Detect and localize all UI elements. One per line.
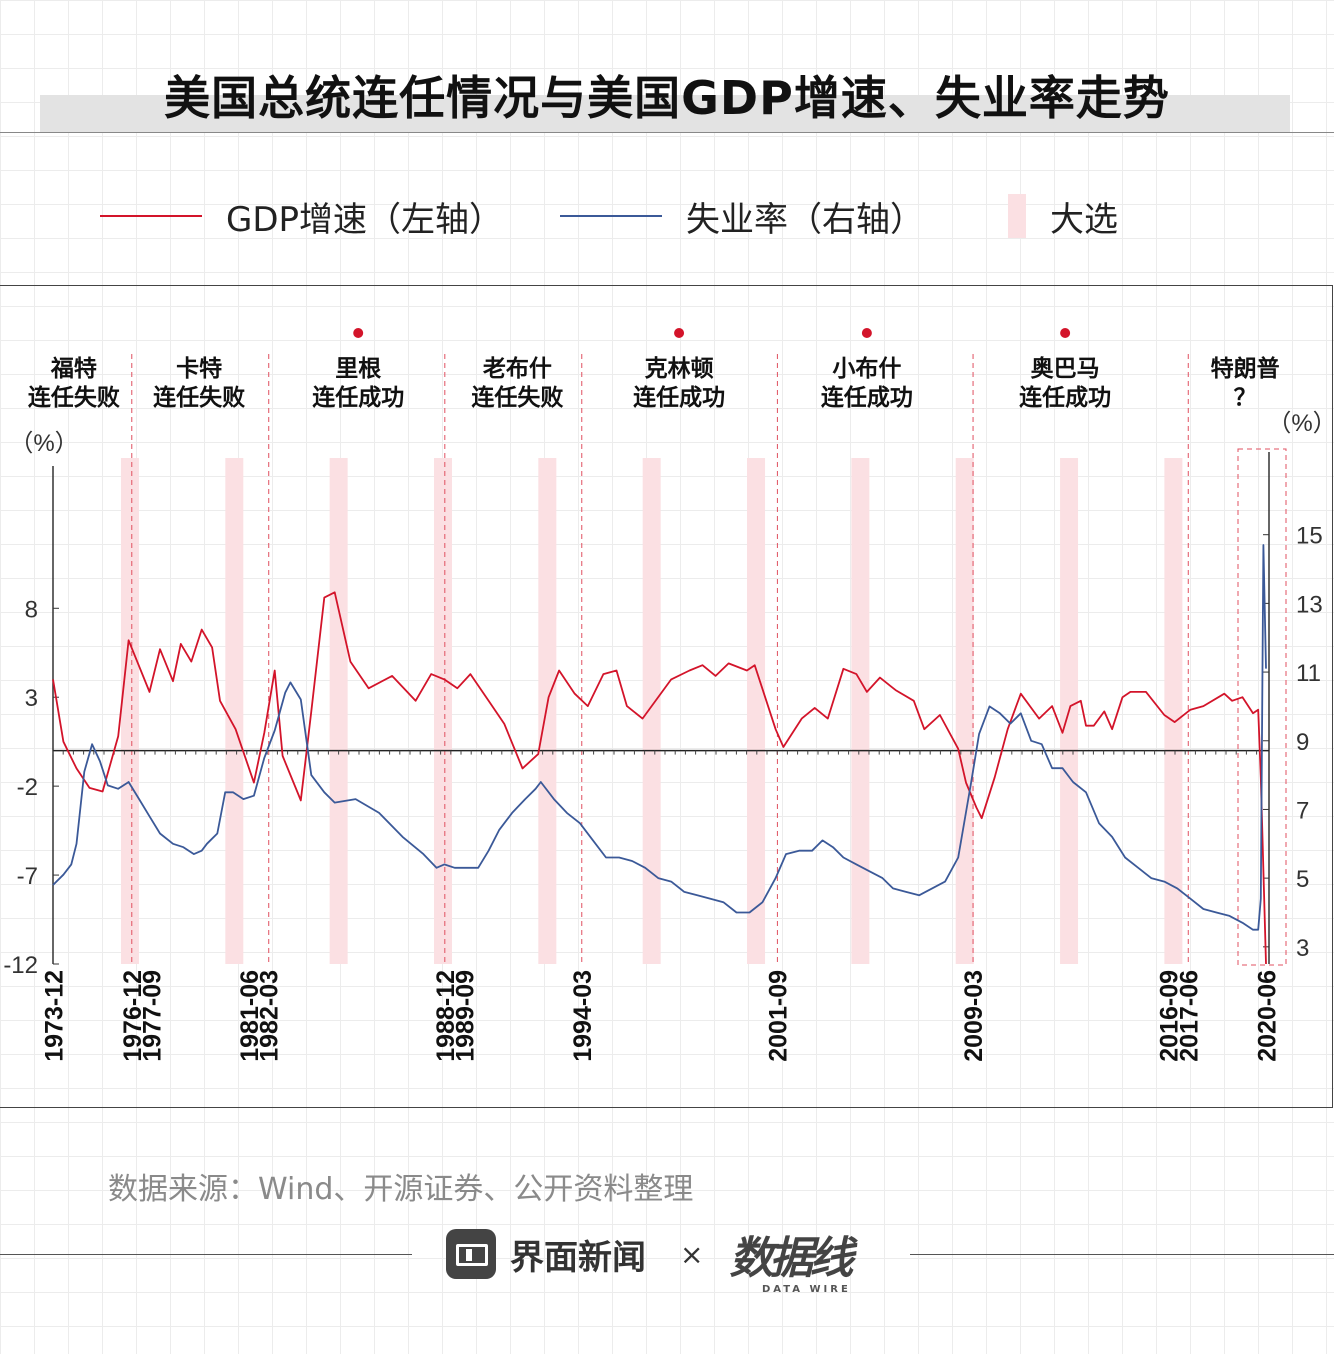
reelection-result: 连任失败 <box>153 384 245 410</box>
election-band <box>225 458 244 964</box>
datawire-logo: 数据线 <box>729 1233 853 1284</box>
left-tick-label: 3 <box>25 685 38 712</box>
left-tick-label: -2 <box>17 774 38 801</box>
legend-unemployment-label: 失业率（右轴） <box>686 199 924 240</box>
left-axis-unit: （%） <box>9 430 78 457</box>
right-tick-label: 3 <box>1296 935 1309 962</box>
right-tick-label: 15 <box>1296 523 1323 550</box>
x-tick-label: 2009-03 <box>960 970 988 1062</box>
president-name: 福特 <box>50 355 97 381</box>
unemployment-series-line <box>52 544 1267 931</box>
latest-period-box <box>1237 448 1287 966</box>
president-name: 小布什 <box>832 355 901 381</box>
reelection-result: 连任失败 <box>28 384 120 410</box>
x-tick-label: 1994-03 <box>569 970 597 1062</box>
legend-unemployment-line <box>560 215 662 217</box>
series-lines <box>52 544 1267 965</box>
presidency-dividers <box>131 354 1287 966</box>
right-tick-label: 11 <box>1296 660 1321 687</box>
president-name: 特朗普 <box>1211 355 1280 381</box>
legend-gdp-label: GDP增速（左轴） <box>226 199 504 240</box>
election-band <box>747 458 766 964</box>
chart-title: 美国总统连任情况与美国GDP增速、失业率走势 <box>164 71 1170 125</box>
president-name: 里根 <box>335 355 381 381</box>
success-dot <box>674 328 685 338</box>
president-name: 克林顿 <box>645 355 714 381</box>
footer-rule-left <box>0 1254 412 1255</box>
source-note: 数据来源：Wind、开源证券、公开资料整理 <box>108 1172 694 1207</box>
success-dot <box>353 328 364 338</box>
election-band <box>955 458 974 964</box>
right-axis-unit: （%） <box>1267 410 1333 437</box>
title-rule <box>0 132 1334 133</box>
x-tick-label: 1977-09 <box>138 970 166 1062</box>
x-tick-label: 2016-09 <box>1156 970 1184 1062</box>
president-name: 老布什 <box>482 355 552 381</box>
election-band <box>433 458 452 964</box>
election-band <box>120 458 139 964</box>
brand-name: 界面新闻 <box>510 1237 646 1278</box>
election-bands <box>120 458 1183 964</box>
x-tick-label: 1976-12 <box>119 970 147 1062</box>
election-band <box>851 458 870 964</box>
reelection-result: 连任成功 <box>1019 384 1111 410</box>
jiemian-logo-icon <box>446 1229 496 1279</box>
legend-gdp-line <box>100 215 202 217</box>
footer-brand: 界面新闻 × 数据线 <box>446 1226 853 1284</box>
x-tick-label: 2001-09 <box>764 970 792 1062</box>
left-tick-label: 8 <box>25 596 38 623</box>
legend-election: 大选 <box>1008 190 1118 242</box>
reelection-result: 连任成功 <box>821 384 913 410</box>
x-tick-label: 1981-06 <box>236 970 264 1062</box>
right-tick-label: 13 <box>1296 591 1323 618</box>
election-band <box>329 458 348 964</box>
reelection-result: ？ <box>1234 384 1257 410</box>
legend-unemployment: 失业率（右轴） <box>560 190 924 242</box>
footer-rule-right <box>910 1254 1334 1255</box>
election-band <box>538 458 557 964</box>
right-tick-label: 5 <box>1296 866 1309 893</box>
right-tick-label: 7 <box>1296 797 1309 824</box>
success-dot <box>861 328 872 338</box>
datawire-logo-sub: DATA WIRE <box>762 1284 851 1295</box>
election-band <box>642 458 661 964</box>
legend-election-swatch <box>1008 194 1026 238</box>
president-name: 奥巴马 <box>1031 355 1100 381</box>
x-tick-label: 2020-06 <box>1254 970 1282 1062</box>
election-band <box>1164 458 1183 964</box>
axes: 8 3 -2 -7 -12 （%） 15 13 11 9 7 5 3 （%） <box>3 410 1333 979</box>
chart-area: 8 3 -2 -7 -12 （%） 15 13 11 9 7 5 3 （%） 福特连任失败 卡特连任失败 里根… <box>0 285 1333 1108</box>
reelection-result: 连任成功 <box>312 384 404 410</box>
president-name: 卡特 <box>176 355 222 381</box>
title-band <box>40 95 1290 133</box>
legend-gdp: GDP增速（左轴） <box>100 190 503 242</box>
reelection-result: 连任失败 <box>471 384 563 410</box>
x-tick-label: 1982-03 <box>256 970 284 1062</box>
left-tick-label: -12 <box>3 952 38 979</box>
brand-times: × <box>680 1237 704 1271</box>
legend-election-label: 大选 <box>1050 199 1118 240</box>
x-tick-label: 1973-12 <box>41 970 69 1062</box>
gdp-series-line <box>52 591 1267 965</box>
right-tick-label: 9 <box>1296 729 1309 756</box>
reelection-result: 连任成功 <box>633 384 725 410</box>
x-tick-label: 1989-09 <box>451 970 479 1062</box>
success-dot <box>1060 328 1071 338</box>
left-tick-label: -7 <box>17 863 38 890</box>
x-tick-label: 2017-06 <box>1175 970 1203 1062</box>
x-tick-label: 1988-12 <box>432 970 460 1062</box>
